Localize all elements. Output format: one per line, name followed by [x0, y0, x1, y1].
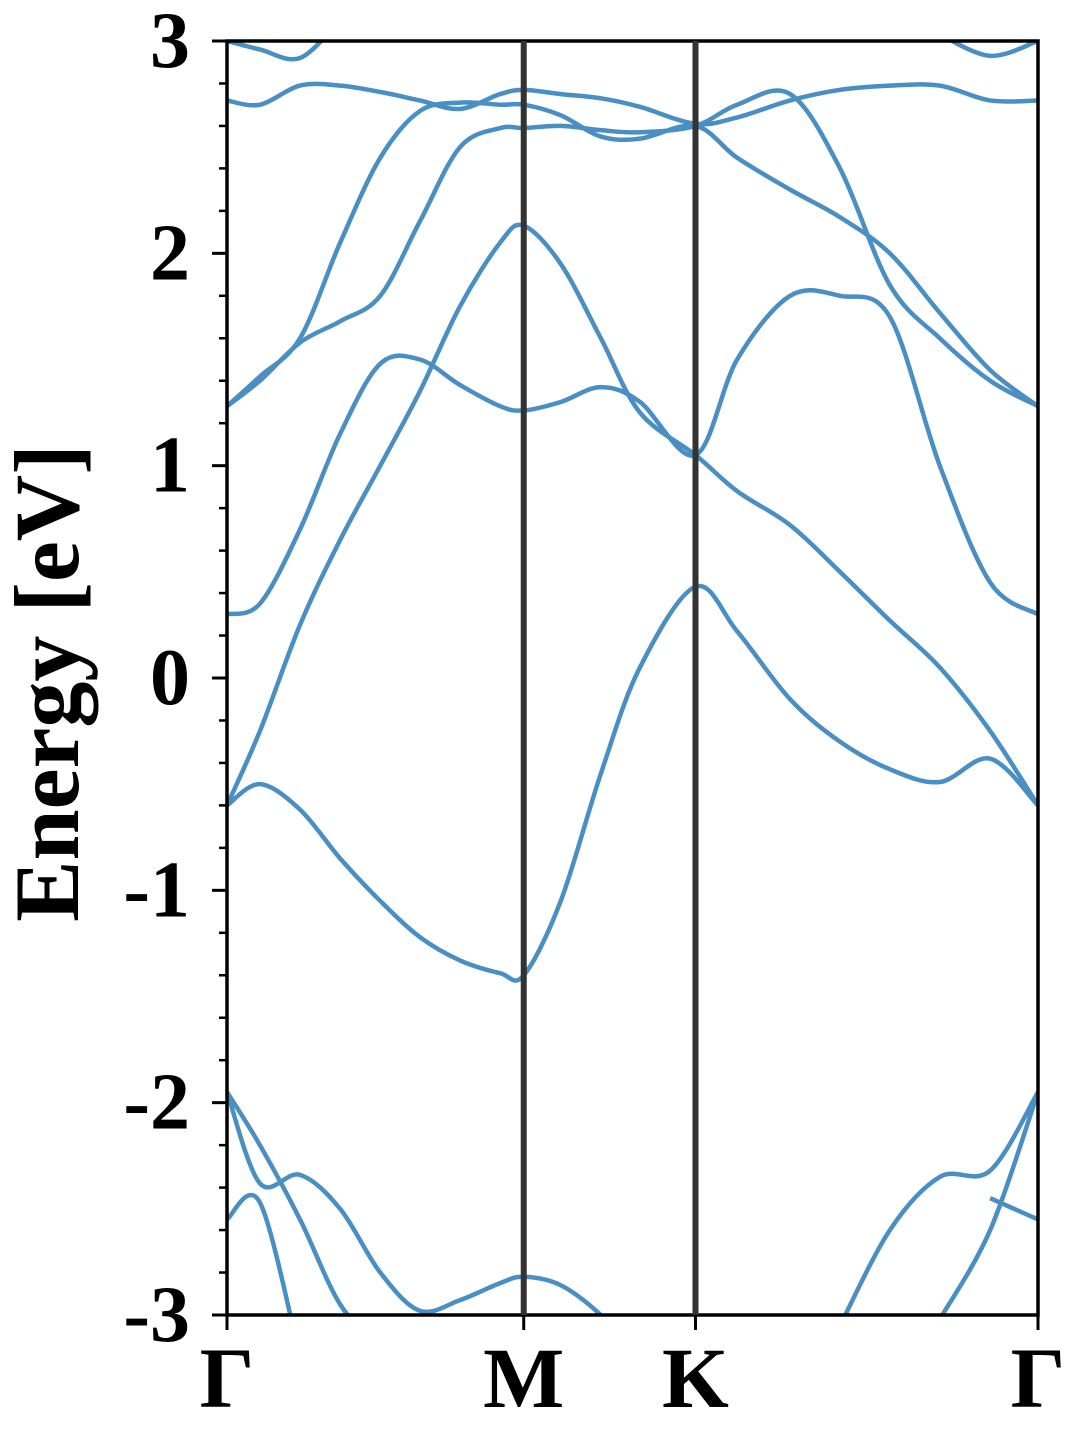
y-axis-label: Energy [eV]	[0, 444, 98, 922]
y-tick-label: -1	[123, 846, 190, 934]
band-line	[227, 81, 1038, 127]
x-tick-label: Γ	[1011, 1330, 1066, 1426]
band-line	[227, 100, 1038, 409]
y-tick-label: -3	[123, 1271, 190, 1359]
band-line	[227, 1090, 1038, 1315]
plot-area	[227, 41, 1038, 1315]
band-line	[227, 222, 1038, 807]
x-tick-label: K	[662, 1330, 729, 1426]
x-tick-label: M	[483, 1330, 564, 1426]
band-line	[227, 41, 1038, 62]
y-tick-label: 1	[150, 422, 190, 510]
x-tick-label: Γ	[200, 1330, 255, 1426]
band-line	[227, 583, 1038, 983]
band-line	[227, 1192, 1038, 1315]
y-tick-label: -2	[123, 1059, 190, 1147]
y-tick-label: 0	[150, 634, 190, 722]
y-tick-label: 3	[150, 0, 190, 85]
y-tick-label: 2	[150, 209, 190, 297]
band-line	[227, 88, 1038, 409]
band-line	[227, 1090, 1038, 1315]
band-line	[227, 287, 1038, 617]
